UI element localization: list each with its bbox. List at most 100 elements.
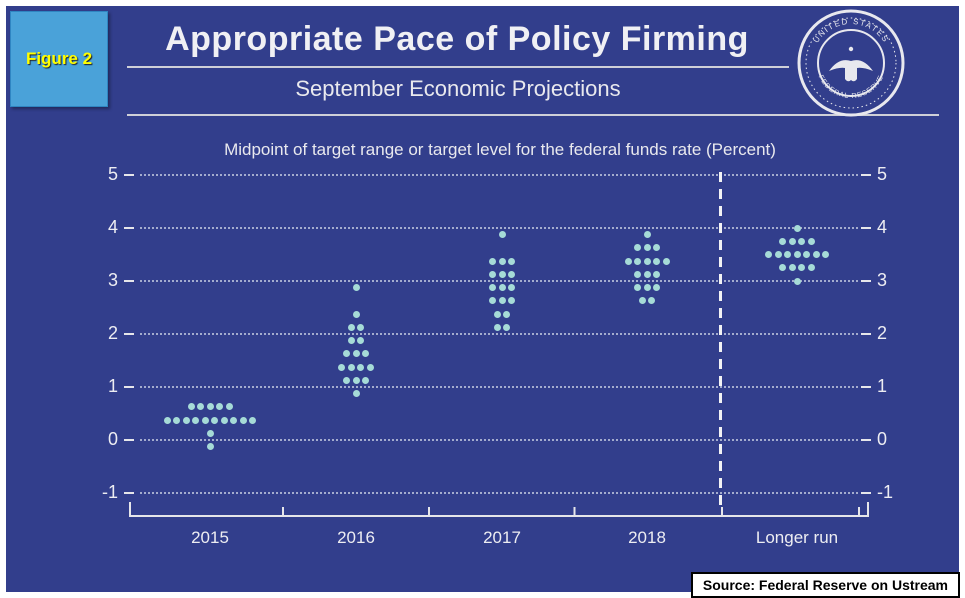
dot — [508, 284, 515, 292]
seal-eagle-icon — [829, 60, 873, 82]
y-axis-tick-right — [861, 227, 871, 229]
source-credit: Source: Federal Reserve on Ustream — [690, 572, 960, 598]
dot — [653, 284, 660, 292]
gridline — [140, 174, 858, 176]
page-subtitle: September Economic Projections — [295, 76, 621, 101]
dot — [225, 403, 233, 411]
dot — [634, 257, 641, 265]
dot — [662, 257, 670, 265]
y-axis-tick-right — [861, 280, 871, 282]
dot — [643, 231, 651, 239]
dot — [638, 297, 646, 305]
dot — [192, 416, 200, 424]
dot — [357, 363, 365, 371]
dot — [508, 297, 515, 305]
dot — [793, 251, 801, 258]
dot — [187, 403, 195, 411]
y-axis-label-left: -1 — [101, 482, 118, 502]
gridline — [140, 439, 858, 441]
dot — [489, 257, 496, 265]
y-axis-tick-right — [861, 174, 871, 176]
figure-label-box: Figure 2 — [10, 11, 108, 107]
dot — [216, 403, 223, 411]
dot — [489, 270, 496, 278]
x-axis-label-2018: 2018 — [628, 528, 666, 547]
y-axis-label-right: -1 — [877, 482, 894, 502]
dot — [362, 376, 369, 384]
gridline — [140, 386, 858, 388]
y-axis-label-left: 2 — [107, 323, 118, 343]
dot — [493, 323, 501, 331]
y-axis-tick-left — [124, 280, 134, 282]
dot — [347, 323, 355, 331]
dot — [489, 284, 496, 292]
gridline — [140, 280, 858, 282]
chart-axis-note: Midpoint of target range or target level… — [224, 140, 776, 159]
dot — [357, 337, 365, 345]
dot — [182, 416, 190, 424]
dot — [779, 264, 787, 272]
dot — [343, 350, 350, 358]
dot — [230, 416, 238, 424]
dot — [634, 284, 641, 292]
y-axis-tick-right — [861, 333, 871, 335]
page-title: Appropriate Pace of Policy Firming — [165, 20, 749, 58]
y-axis-tick-left — [124, 333, 134, 335]
x-axis-label-2015: 2015 — [191, 528, 229, 547]
dot — [798, 264, 806, 272]
gridline — [140, 492, 858, 494]
y-axis-label-left: 3 — [107, 270, 118, 290]
gridline — [140, 227, 858, 229]
dot — [643, 284, 651, 292]
header-divider — [127, 66, 789, 68]
dot — [798, 237, 806, 245]
dot — [807, 264, 815, 272]
dot — [498, 270, 506, 278]
dot — [239, 416, 247, 424]
y-axis-label-right: 5 — [877, 164, 888, 184]
dot — [643, 257, 651, 265]
dot — [163, 416, 171, 424]
dot — [648, 297, 656, 305]
dot — [779, 237, 787, 245]
figure-label: Figure 2 — [25, 49, 93, 68]
y-axis-tick-left — [124, 386, 134, 388]
dot — [784, 251, 791, 258]
dot — [498, 284, 506, 292]
dot — [206, 443, 214, 451]
gridline — [140, 333, 858, 335]
dot — [201, 416, 209, 424]
federal-reserve-seal-icon: UNITED STATES FEDERAL RESERVE — [797, 9, 905, 117]
dot — [249, 416, 257, 424]
dot — [793, 224, 801, 232]
dot — [634, 244, 641, 252]
dot — [357, 323, 365, 331]
dot — [793, 277, 801, 285]
y-axis-label-right: 3 — [877, 270, 888, 290]
dot — [173, 416, 181, 424]
dot — [493, 310, 501, 318]
dot — [653, 270, 660, 278]
y-axis-tick-left — [124, 492, 134, 494]
x-axis-label-longer-run: Longer run — [755, 528, 839, 547]
dot — [347, 337, 355, 345]
dot — [643, 244, 651, 252]
dot — [498, 231, 506, 239]
y-axis-tick-left — [124, 174, 134, 176]
dot — [211, 416, 219, 424]
dot — [498, 257, 506, 265]
y-axis-label-left: 0 — [107, 429, 118, 449]
dot — [653, 244, 660, 252]
dot — [352, 376, 360, 384]
dot — [634, 270, 641, 278]
dot — [788, 264, 796, 272]
y-axis-tick-right — [861, 386, 871, 388]
dot — [338, 363, 346, 371]
y-axis-label-left: 5 — [107, 164, 118, 184]
dot — [352, 284, 360, 292]
dot — [653, 257, 660, 265]
dot — [489, 297, 496, 305]
dot — [197, 403, 204, 411]
dot — [765, 251, 772, 258]
